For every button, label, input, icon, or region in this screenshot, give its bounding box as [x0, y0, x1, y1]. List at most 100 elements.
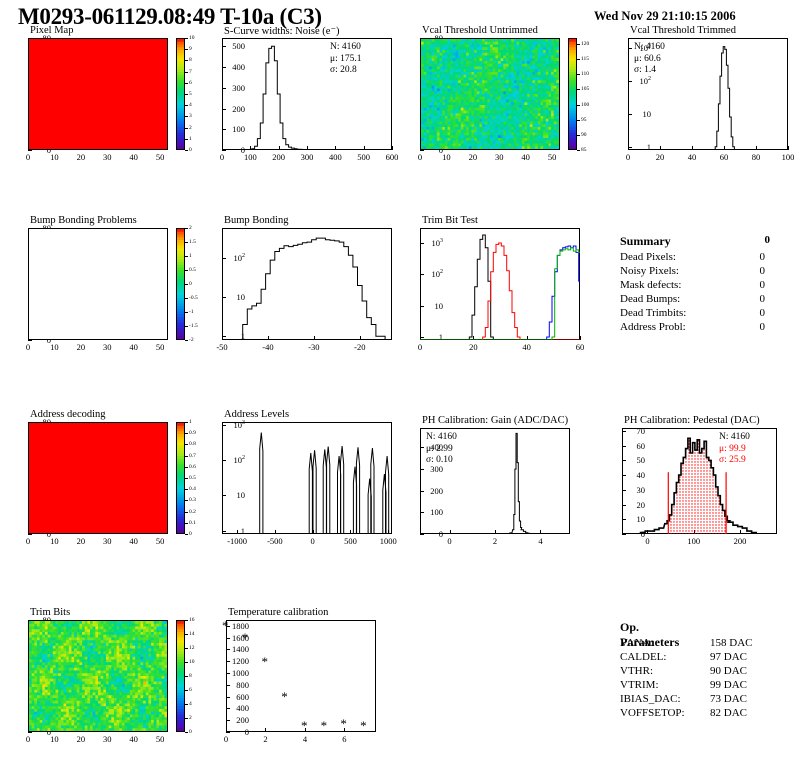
plot-frame: [222, 228, 392, 340]
y-tick-label: 10: [642, 108, 652, 119]
plot-curve: [222, 38, 392, 150]
colorbar-label: 120: [581, 41, 590, 48]
colorbar-label: 16: [189, 617, 195, 623]
x-tick-label: -30: [308, 342, 320, 352]
y-tick-label: 1: [240, 525, 245, 536]
y-tick-label: 80: [434, 33, 444, 43]
y-tick: [622, 460, 626, 462]
colorbar-label: 0.5: [189, 475, 196, 481]
x-tick-label: 0: [25, 152, 31, 162]
y-tick: [226, 696, 230, 698]
x-tick: [473, 336, 475, 340]
x-tick: [335, 146, 337, 150]
colorbar-label: 3: [189, 113, 192, 120]
summary-row-value: 0: [759, 321, 766, 333]
colorbar-tick: [185, 242, 188, 243]
y-tick: [222, 129, 226, 131]
y-tick: [222, 424, 226, 426]
colorbar-label: 0.5: [189, 267, 196, 273]
colorbar-tick: [577, 134, 580, 136]
plot-title: Pixel Map: [30, 25, 74, 36]
colorbar-tick: [185, 312, 188, 313]
colorbar-label: 0.8: [189, 441, 196, 448]
y-tick-label: 50: [636, 455, 646, 466]
y-tick: [28, 340, 32, 341]
colorbar-tick: [577, 104, 580, 106]
data-point: *: [340, 716, 347, 732]
x-tick-label: 30: [494, 152, 504, 162]
page-title: M0293-061129.08:49 T-10a (C3): [18, 4, 322, 29]
op-parameters-title: Op. Parameters: [620, 620, 680, 649]
y-tick-label: 103: [233, 419, 246, 430]
x-tick-label: 60: [575, 342, 585, 352]
y-tick: [622, 534, 626, 535]
y-tick: [420, 274, 424, 276]
summary-row-value: 0: [759, 307, 766, 319]
x-tick: [250, 146, 252, 150]
colorbar-tick: [185, 105, 188, 107]
x-tick: [267, 336, 269, 340]
colorbar-tick: [185, 676, 188, 677]
y-tick-label: 102: [233, 253, 246, 264]
y-tick-label: 103: [431, 237, 444, 248]
plot-spikes: [222, 422, 392, 534]
y-tick: [28, 534, 32, 535]
colorbar-label: 0: [189, 147, 192, 153]
colorbar-label: 10: [189, 659, 195, 665]
plot-frame: [226, 620, 376, 732]
op-parameter-label: VTRIM:: [620, 679, 659, 691]
x-tick-label: 0: [645, 536, 650, 546]
x-tick-label: 40: [129, 536, 138, 546]
y-tick-label: 80: [42, 417, 52, 427]
y-tick: [28, 150, 32, 151]
x-tick-label: 2: [492, 536, 498, 546]
op-parameter-value: 73 DAC: [710, 693, 747, 705]
y-tick: [420, 490, 424, 492]
colorbar-tick: [185, 466, 188, 468]
op-parameter-label: VTHR:: [620, 665, 653, 677]
y-tick-label: 1: [646, 141, 651, 152]
x-tick-label: 500: [344, 536, 357, 546]
colorbar-label: -0.5: [189, 295, 198, 301]
y-tick: [28, 228, 32, 229]
data-point: *: [320, 717, 328, 733]
x-tick: [580, 336, 581, 340]
x-tick-label: 0: [417, 152, 423, 162]
y-tick: [628, 113, 632, 115]
x-tick-label: 100: [687, 536, 701, 546]
x-tick-label: 2: [263, 734, 268, 744]
stats-sigma: σ: 1.4: [634, 65, 657, 75]
x-tick-label: 0: [25, 536, 31, 546]
colorbar: [176, 422, 185, 534]
x-tick-label: 50: [155, 152, 165, 162]
x-tick-label: 600: [385, 152, 399, 162]
y-tick-label: 0: [240, 145, 245, 155]
plot-title: Vcal Threshold Untrimmed: [422, 25, 538, 36]
colorbar-label: 7: [189, 68, 192, 75]
colorbar-label: -1: [189, 309, 194, 315]
y-tick-label: 400: [236, 703, 249, 714]
heatmap-canvas: [29, 621, 167, 731]
colorbar-tick: [185, 326, 188, 327]
x-tick-label: 10: [50, 152, 59, 162]
plot-points: * * * * * * * *: [222, 619, 376, 733]
data-point: *: [360, 717, 367, 733]
x-tick-label: -40: [262, 342, 274, 352]
data-point: *: [241, 630, 249, 646]
op-parameter-label: CALDEL:: [620, 651, 667, 663]
x-tick: [278, 146, 280, 150]
y-tick: [226, 637, 230, 639]
x-tick: [739, 530, 741, 534]
colorbar-label: 100: [581, 101, 590, 108]
y-tick: [420, 469, 424, 471]
x-tick-label: -50: [216, 342, 228, 352]
x-tick: [420, 146, 421, 150]
op-parameter-label: VOFFSETOP:: [620, 707, 685, 719]
x-tick: [540, 530, 542, 534]
x-tick: [420, 336, 421, 340]
y-tick-label: 1600: [232, 632, 249, 643]
y-tick-label: 0: [46, 335, 51, 345]
plot-title: Trim Bits: [30, 607, 71, 618]
colorbar-label: 105: [581, 86, 590, 93]
colorbar-tick: [185, 116, 188, 118]
